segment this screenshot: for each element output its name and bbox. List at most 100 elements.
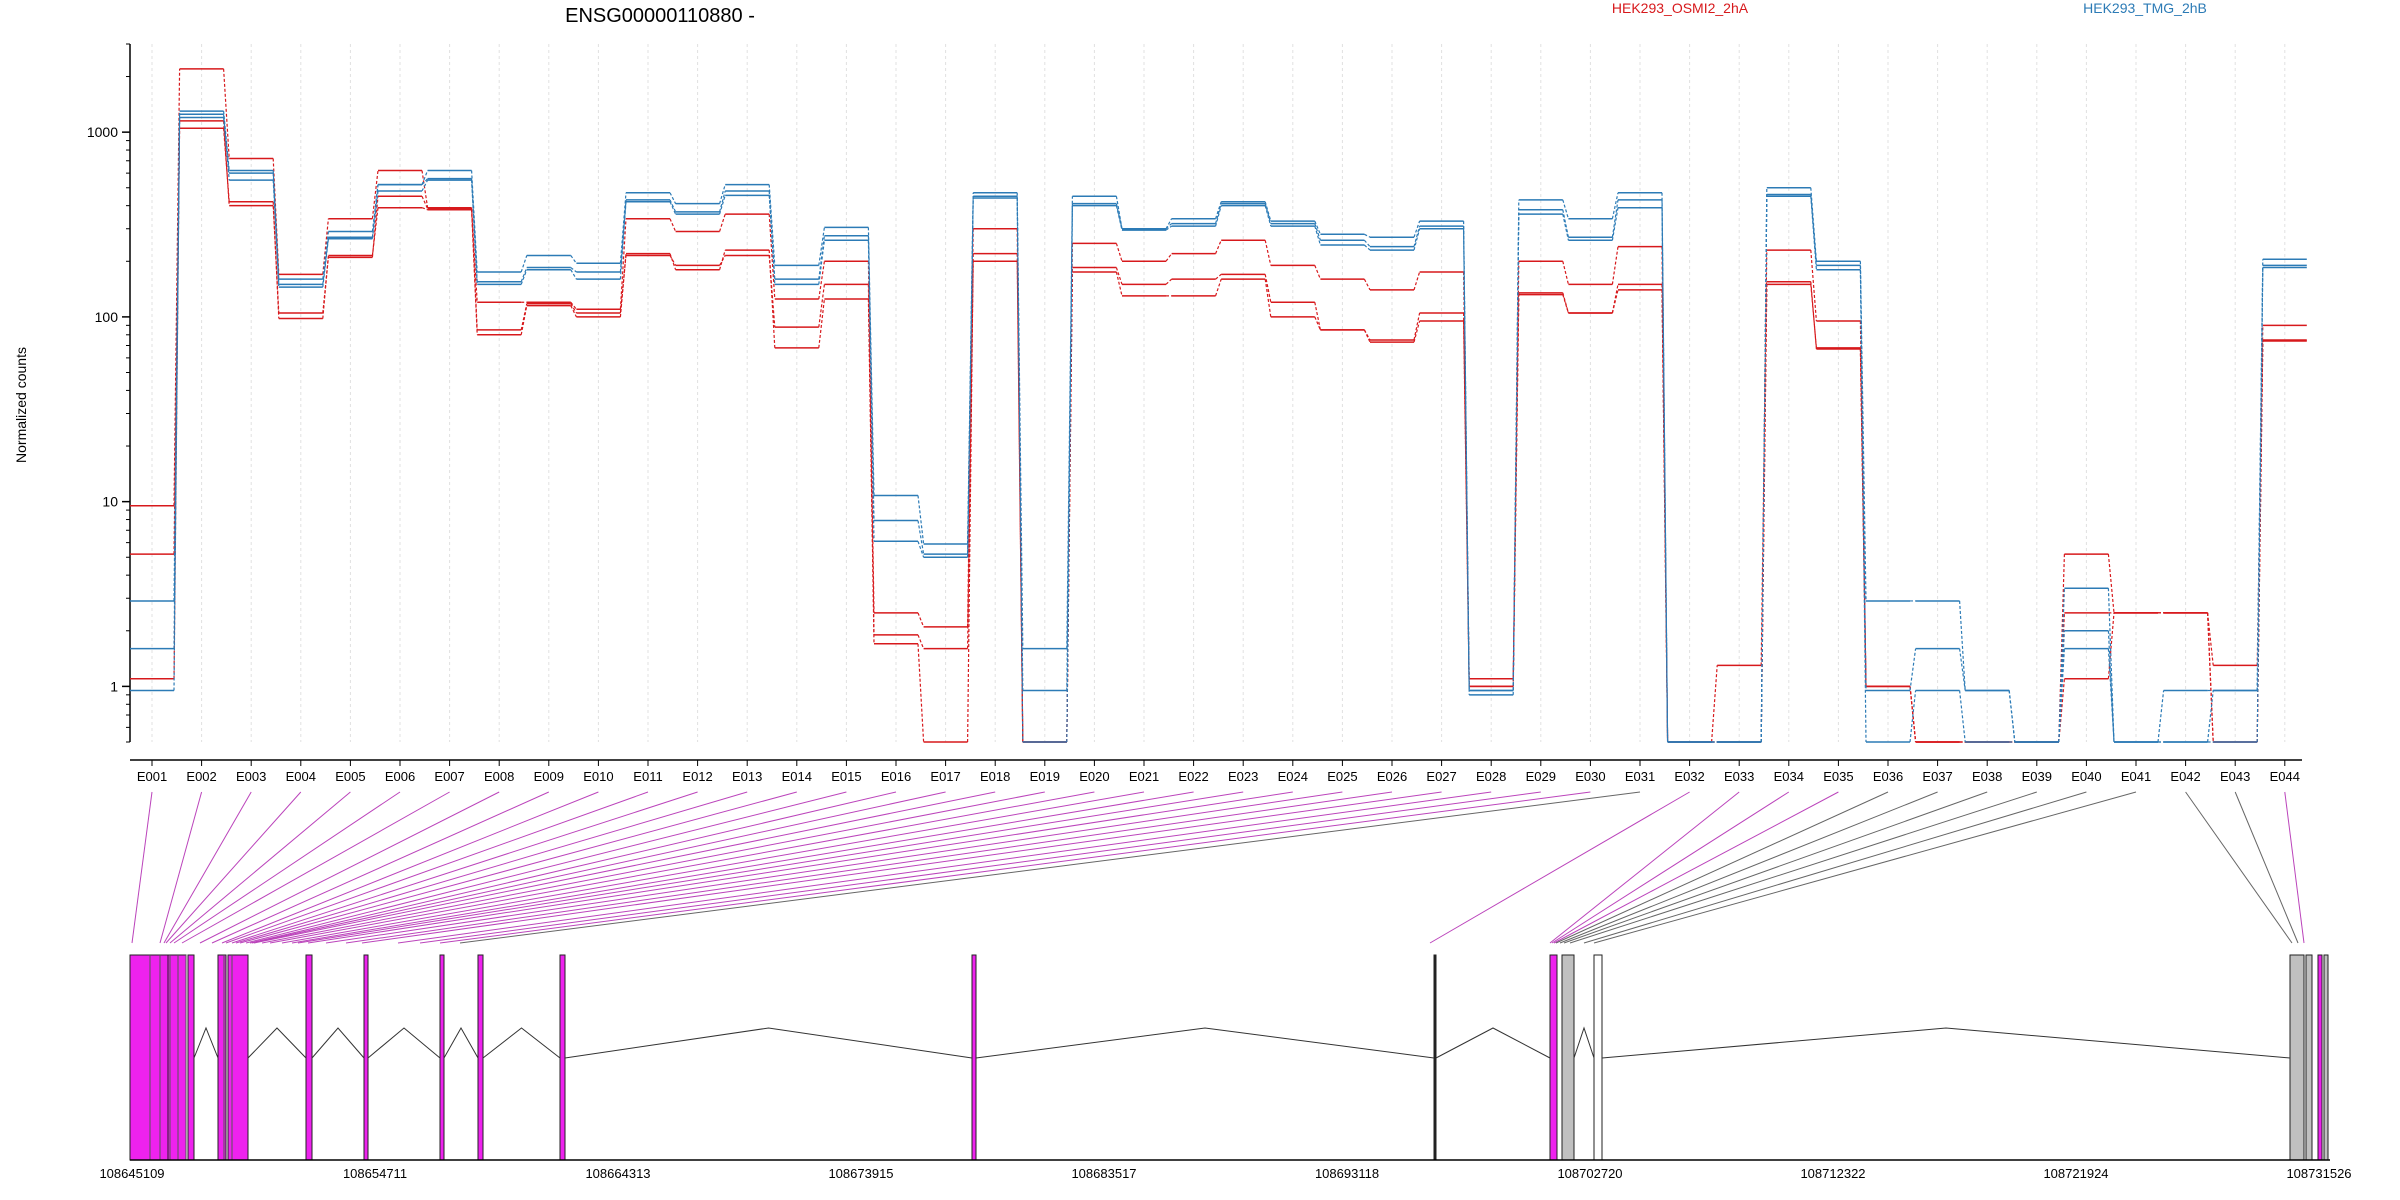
series-transition (2207, 612, 2214, 666)
series-transition (669, 218, 677, 232)
connector-E036 (1555, 791, 1889, 944)
series-transition (1066, 205, 1073, 743)
y-axis: 1 10 100 1000 (87, 43, 131, 743)
x-tick-label-E003: E003 (236, 769, 266, 784)
series-transition (2207, 612, 2214, 743)
connector-E015 (245, 791, 847, 944)
connector-E042 (2185, 791, 2293, 944)
x-tick-label-E026: E026 (1377, 769, 1407, 784)
y-tick-label: 10 (102, 494, 118, 510)
gene-exon-block (2305, 954, 2313, 1161)
series-transition (1165, 278, 1173, 285)
gene-exon-block (305, 954, 313, 1161)
x-tick-label-E031: E031 (1625, 769, 1655, 784)
x-tick-label-E035: E035 (1823, 769, 1853, 784)
series-transition (1512, 214, 1520, 695)
connector-E001 (131, 791, 153, 944)
connector-E008 (199, 791, 500, 944)
series-transition (322, 257, 329, 314)
x-tick-label-E021: E021 (1129, 769, 1159, 784)
series-transition (1810, 284, 1817, 348)
gene-exon-block (559, 954, 566, 1161)
series-transition (471, 207, 478, 303)
series-transition (173, 117, 181, 691)
connector-E030 (439, 791, 1591, 944)
series-transition (669, 255, 677, 266)
x-tick-label-E032: E032 (1674, 769, 1704, 784)
intron-line (975, 1027, 1435, 1059)
series-transition (1959, 648, 1966, 691)
series-transition (1760, 196, 1768, 743)
series-transition (719, 195, 726, 215)
connector-E010 (221, 791, 599, 944)
connector-E031 (459, 791, 1641, 944)
series-transition (421, 170, 429, 208)
coordinate-label: 108664313 (585, 1166, 650, 1181)
series-transition (421, 207, 428, 211)
series-transition (1512, 209, 1520, 691)
x-tick-label-E041: E041 (2121, 769, 2151, 784)
series-transition (272, 201, 280, 319)
series-transition (1115, 243, 1123, 262)
series-transition (570, 301, 577, 310)
gene-exon-block (2289, 954, 2305, 1161)
series-transition (1611, 289, 1619, 314)
x-tick-label-E034: E034 (1774, 769, 1804, 784)
series-transition (520, 269, 528, 285)
x-tick-label-E016: E016 (881, 769, 911, 784)
legend-entry-tmg: HEK293_TMG_2hB (2083, 0, 2207, 16)
series-transition (2207, 612, 2214, 743)
series-transition (1611, 207, 1619, 241)
series-transition (520, 255, 528, 273)
x-tick-label-E009: E009 (534, 769, 564, 784)
gene-exon-block (167, 954, 187, 1161)
series-transition (1314, 302, 1321, 331)
series-transition (1611, 284, 1619, 314)
series-transition (818, 227, 825, 266)
series-transition (2058, 612, 2065, 743)
series-transition (719, 190, 726, 213)
series-transition (1959, 690, 1966, 743)
x-tick-label-E042: E042 (2170, 769, 2200, 784)
gene-model-track (129, 954, 2329, 1161)
series-transition (2107, 630, 2115, 743)
series-transition (1215, 205, 1222, 227)
coordinate-label: 108712322 (1800, 1166, 1865, 1181)
series-transition (570, 267, 577, 273)
series-transition (1314, 265, 1321, 280)
intron-line (311, 1027, 365, 1059)
gene-exon-block (1561, 954, 1575, 1161)
series-transition (1364, 233, 1371, 238)
connector-E014 (239, 791, 797, 944)
series-transition (768, 255, 776, 328)
series-transition (570, 303, 577, 314)
coordinate-label: 108683517 (1071, 1166, 1136, 1181)
series-transition (917, 612, 925, 628)
intron-line (247, 1027, 307, 1059)
x-tick-label-E018: E018 (980, 769, 1010, 784)
intron-line (1435, 1027, 1551, 1059)
series-transition (520, 303, 528, 331)
x-tick-label-E024: E024 (1278, 769, 1308, 784)
intron-line (443, 1026, 479, 1059)
x-tick-label-E011: E011 (633, 769, 662, 784)
connector-E018 (253, 791, 996, 944)
gene-exon-block (1549, 954, 1558, 1161)
connector-E032 (1429, 791, 1690, 944)
x-tick-label-E033: E033 (1724, 769, 1754, 784)
x-tick-label-E030: E030 (1575, 769, 1605, 784)
connector-E040 (1583, 791, 2087, 944)
connector-E024 (307, 791, 1293, 944)
series-transition (768, 184, 776, 266)
series-transition (719, 213, 726, 232)
gene-exon-block (971, 954, 977, 1161)
series-transition (1463, 228, 1470, 695)
series-transition (371, 196, 379, 258)
series-transition (1264, 201, 1272, 222)
series-transition (1959, 600, 1966, 691)
series-transition (1264, 203, 1272, 224)
series-transition (619, 218, 627, 310)
x-tick-label-E008: E008 (484, 769, 514, 784)
connector-E044 (2284, 791, 2305, 944)
